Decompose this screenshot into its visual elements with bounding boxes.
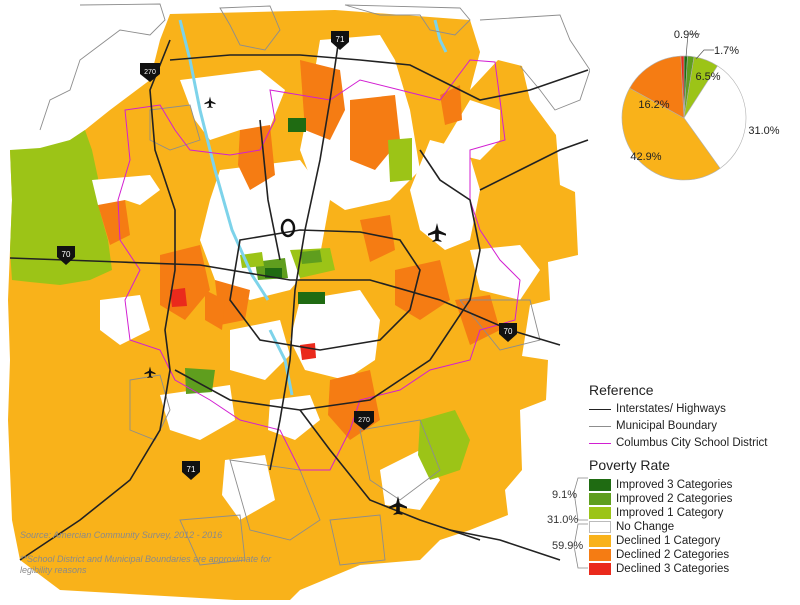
shield-icon: 270 [354,411,374,430]
highway-line-swatch [589,409,611,410]
legend-color-swatch [589,479,611,491]
legend-color-swatch [589,535,611,547]
legend-item-label: Columbus City School District [616,437,768,449]
legend-item-label: Interstates/ Highways [616,403,726,415]
pie-leader-lines [685,33,714,60]
airplane-icon [144,366,156,379]
pie-slice-label: 42.9% [630,151,661,163]
airplane-icon [389,496,407,515]
ohio-state-logo-icon [280,218,296,238]
shield-label: 270 [358,417,370,424]
pie-slice-label: 16.2% [638,99,669,111]
reference-legend-title: Reference [589,382,654,398]
airplane-icon [428,223,446,242]
municipal-boundaries [39,3,590,566]
pie-slice-label: 31.0% [748,125,779,137]
shield-icon: 70 [499,323,517,342]
airport-icons [144,96,446,515]
airplane-icon [204,96,216,109]
legend-color-swatch [589,549,611,561]
legend-item-label: Improved 2 Categories [616,493,733,505]
highways [9,39,589,561]
disclaimer-note-line1: **School District and Municipal Boundari… [20,554,272,564]
legend-item-label: Declined 2 Categories [616,549,730,561]
shield-icon: 70 [57,246,75,265]
legend-color-swatch [589,563,611,575]
pie-slice [680,55,685,119]
poverty-change-pie-chart: 0.9% 1.7% 6.5% 31.0% 42.9% 16.2% [621,29,780,181]
pie-slice-label: 1.7% [714,45,739,57]
interstate-shields: 71 270 70 70 270 71 [57,31,517,480]
shield-icon: 270 [140,63,160,82]
legend-item-label: No Change [616,521,675,533]
legend-color-swatch [589,507,611,519]
shield-label: 71 [187,465,196,474]
school-district-line-swatch [589,443,611,444]
pie-slice-label: 0.9% [674,29,699,41]
shield-icon: 71 [182,461,200,480]
legend-item-label: Municipal Boundary [616,420,718,432]
shield-icon: 71 [331,31,349,50]
disclaimer-note-line2: legibility reasons [20,565,87,575]
improved1-west [10,130,112,285]
legend-group-no-change-pct: 31.0% [547,514,579,526]
legend-color-swatch [589,521,611,533]
shield-label: 70 [504,327,513,336]
pie-slice [629,55,685,119]
legend-color-swatch [589,493,611,505]
water-features [178,19,448,396]
shield-label: 70 [62,250,71,259]
legend-group-improved-pct: 9.1% [552,489,578,501]
pie-slice [621,87,721,181]
legend-item-label: Improved 3 Categories [616,479,733,491]
pie-slice [683,65,747,169]
legend-item-label: Improved 1 Category [616,507,724,519]
poverty-change-map: 71 270 70 70 270 71 [8,3,590,600]
legend-group-declined-pct: 59.9% [552,540,584,552]
source-note: Source: Amercian Community Survey, 2012 … [20,530,223,540]
shield-label: 71 [336,35,345,44]
poverty-legend-title: Poverty Rate [589,457,670,473]
school-district-boundary [117,59,521,471]
shield-label: 270 [144,69,156,76]
improved-areas [185,118,470,480]
municipal-line-swatch [589,426,611,427]
legend-group-brackets [573,477,588,569]
legend-item-label: Declined 3 Categories [616,563,730,575]
legend-item-label: Declined 1 Category [616,535,721,547]
pie-slice-label: 6.5% [695,71,720,83]
